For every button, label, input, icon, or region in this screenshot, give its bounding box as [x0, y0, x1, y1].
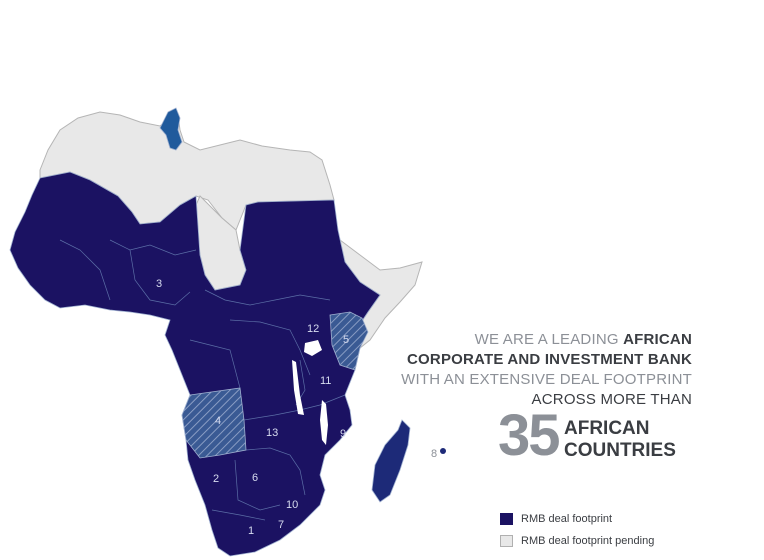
- region-tunisia: [159, 107, 183, 151]
- headline-line2: CORPORATE AND INVESTMENT BANK: [407, 351, 692, 368]
- country-label-3: 3: [156, 278, 162, 290]
- region-pending-namibia-hatch: [181, 387, 247, 459]
- country-label-5: 5: [343, 334, 349, 346]
- legend-item-footprint: RMB deal footprint: [500, 512, 654, 526]
- country-label-1: 1: [248, 525, 254, 537]
- country-label-6: 6: [252, 472, 258, 484]
- country-label-4: 4: [215, 415, 221, 427]
- headline-line1-light: WE ARE A LEADING: [474, 331, 624, 348]
- legend: RMB deal footprint RMB deal footprint pe…: [500, 512, 654, 556]
- headline-line1-bold: AFRICAN: [623, 331, 692, 348]
- lakes: [292, 340, 328, 445]
- legend-label-footprint: RMB deal footprint: [521, 513, 613, 525]
- country-label-8: 8: [431, 448, 437, 460]
- country-borders: [59, 239, 346, 521]
- headline-line3: WITH AN EXTENSIVE DEAL FOOTPRINT: [401, 371, 692, 388]
- legend-swatch-footprint: [500, 513, 513, 525]
- region-mauritius: [440, 448, 446, 454]
- country-count-label-line1: AFRICAN: [564, 418, 650, 439]
- country-label-9: 9: [340, 428, 346, 440]
- country-label-12: 12: [307, 323, 319, 335]
- legend-item-pending: RMB deal footprint pending: [500, 534, 654, 548]
- headline-line4: ACROSS MORE THAN: [531, 391, 692, 408]
- country-label-2: 2: [213, 473, 219, 485]
- region-pending-kenya-hatch: [329, 311, 369, 371]
- country-label-10: 10: [286, 499, 298, 511]
- country-count-number: 35: [498, 403, 560, 468]
- country-label-11: 11: [320, 375, 331, 387]
- country-label-13: 13: [266, 427, 278, 439]
- region-madagascar: [371, 419, 411, 503]
- headline: WE ARE A LEADING AFRICAN CORPORATE AND I…: [401, 330, 692, 410]
- region-footprint: [9, 171, 381, 557]
- country-count-label-line2: COUNTRIES: [564, 440, 676, 461]
- country-label-7: 7: [278, 519, 284, 531]
- legend-label-pending: RMB deal footprint pending: [521, 535, 655, 547]
- legend-swatch-pending: [500, 535, 513, 547]
- country-count-label: AFRICAN COUNTRIES: [564, 418, 676, 462]
